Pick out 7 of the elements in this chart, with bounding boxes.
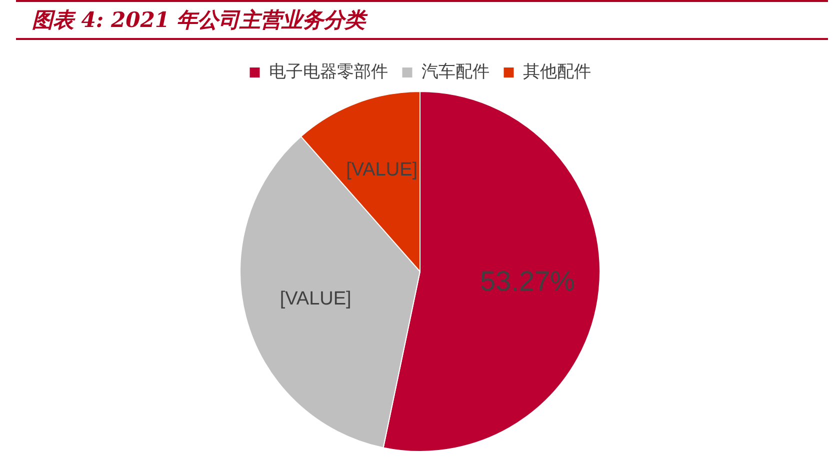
legend-label: 其他配件 — [522, 62, 591, 82]
data-label: 53.27% — [480, 265, 575, 296]
data-label: [VALUE] — [280, 288, 352, 310]
chart-title: 图表 4: 2021 年公司主营业务分类 — [16, 0, 828, 40]
data-label: [VALUE] — [346, 160, 418, 181]
legend-label: 汽车配件 — [421, 62, 490, 82]
legend-label: 电子电器零部件 — [268, 62, 388, 82]
